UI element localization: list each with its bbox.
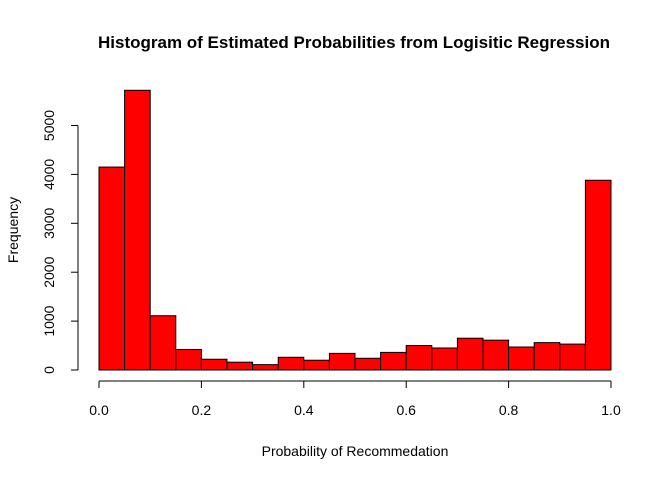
histogram-bar <box>380 351 407 371</box>
histogram-bar <box>175 348 202 371</box>
x-axis-label: Probability of Recommedation <box>262 443 449 459</box>
x-axis: 0.0 0.2 0.4 0.6 0.8 1.0 <box>89 380 621 418</box>
histogram-bar <box>303 359 330 371</box>
histogram-bar <box>482 339 510 371</box>
histogram-bar <box>584 179 612 371</box>
x-tick-label: 0.4 <box>294 402 314 418</box>
histogram-bar <box>533 342 561 371</box>
y-tick-label: 4000 <box>41 159 57 190</box>
y-tick-label: 5000 <box>41 110 57 141</box>
y-tick-label: 1000 <box>41 305 57 336</box>
histogram-bar <box>124 89 151 371</box>
y-axis-label: Frequency <box>5 197 21 263</box>
histogram-bar <box>98 166 126 371</box>
histogram-bar <box>277 356 305 371</box>
x-tick-label: 0.0 <box>89 402 109 418</box>
histogram-bar <box>252 364 279 371</box>
histogram-bar <box>354 357 382 371</box>
x-tick-label: 1.0 <box>601 402 621 418</box>
histogram-bar <box>559 343 586 371</box>
y-tick-label: 3000 <box>41 208 57 239</box>
histogram-bar <box>328 352 356 371</box>
histogram-bar <box>508 346 535 371</box>
y-tick-label: 2000 <box>41 256 57 287</box>
histogram-bar <box>456 337 484 371</box>
histogram-bar <box>226 361 254 371</box>
histogram-bar <box>405 345 433 371</box>
y-axis: 0 1000 2000 3000 4000 5000 <box>41 110 79 374</box>
bars-group <box>98 89 612 371</box>
x-tick-label: 0.6 <box>396 402 416 418</box>
x-tick-label: 0.8 <box>499 402 519 418</box>
chart-title: Histogram of Estimated Probabilities fro… <box>98 33 610 52</box>
histogram-bar <box>149 315 177 371</box>
histogram-bar <box>431 347 458 371</box>
histogram-bar <box>200 358 228 371</box>
x-tick-label: 0.2 <box>192 402 212 418</box>
y-tick-label: 0 <box>41 366 57 374</box>
